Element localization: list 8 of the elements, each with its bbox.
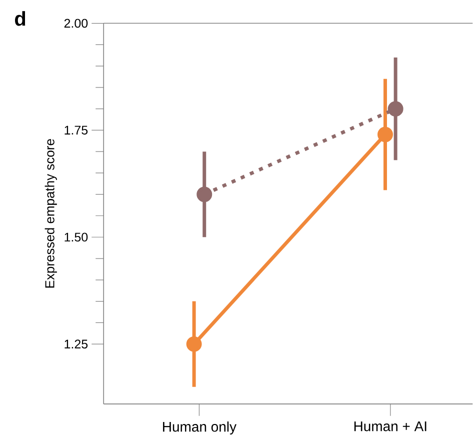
y-tick-label: 1.50: [64, 232, 88, 242]
x-tick-label: Human only: [163, 422, 236, 435]
y-axis-title: Expressed empathy score: [44, 139, 57, 288]
y-tick-label: 2.00: [64, 19, 88, 28]
x-tick-label: Human + AI: [354, 422, 426, 432]
y-tick-label: 1.25: [64, 340, 88, 349]
text: d: [15, 11, 26, 26]
y-tick-label: 1.75: [64, 126, 88, 135]
